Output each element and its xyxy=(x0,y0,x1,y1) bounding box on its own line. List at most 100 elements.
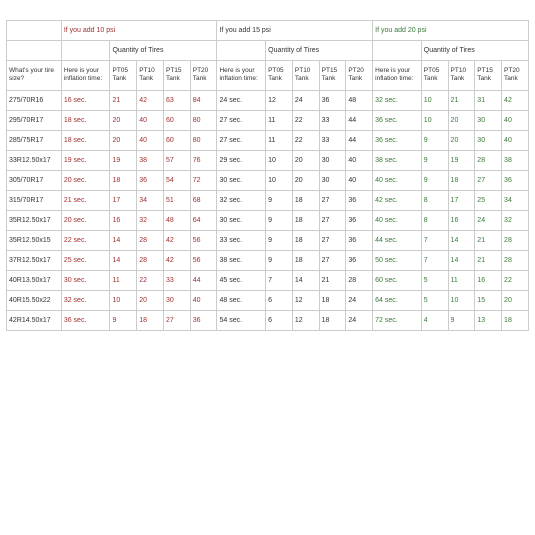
tank-value-cell: 9 xyxy=(421,130,448,150)
inflation-time-cell: 72 sec. xyxy=(373,310,422,330)
tank-value-cell: 17 xyxy=(448,190,475,210)
tire-size-cell: 33R12.50x17 xyxy=(7,150,62,170)
tank-value-cell: 18 xyxy=(292,230,319,250)
tank-pt20-1: PT20 Tank xyxy=(190,61,217,91)
tank-value-cell: 40 xyxy=(502,130,529,150)
tank-value-cell: 40 xyxy=(137,130,164,150)
inflation-time-cell: 40 sec. xyxy=(373,170,422,190)
tank-value-cell: 60 xyxy=(163,110,190,130)
tire-size-cell: 305/70R17 xyxy=(7,170,62,190)
tank-value-cell: 48 xyxy=(163,210,190,230)
tank-value-cell: 6 xyxy=(266,290,293,310)
inflation-time-cell: 33 sec. xyxy=(217,230,266,250)
tank-value-cell: 13 xyxy=(475,310,502,330)
tank-value-cell: 38 xyxy=(137,150,164,170)
inflation-time-cell: 32 sec. xyxy=(61,290,110,310)
tank-value-cell: 72 xyxy=(190,170,217,190)
qty-header-2: Quantity of Tires xyxy=(266,41,373,61)
tank-value-cell: 36 xyxy=(190,310,217,330)
tire-size-cell: 35R12.50x15 xyxy=(7,230,62,250)
inflation-time-cell: 42 sec. xyxy=(373,190,422,210)
inflation-time-cell: 27 sec. xyxy=(217,110,266,130)
tank-value-cell: 6 xyxy=(266,310,293,330)
tank-value-cell: 36 xyxy=(346,190,373,210)
tank-value-cell: 10 xyxy=(421,110,448,130)
tank-value-cell: 24 xyxy=(346,310,373,330)
tank-value-cell: 20 xyxy=(137,290,164,310)
tank-value-cell: 4 xyxy=(421,310,448,330)
tank-value-cell: 9 xyxy=(266,190,293,210)
tank-value-cell: 11 xyxy=(110,270,137,290)
empty-header xyxy=(61,41,110,61)
inflation-time-cell: 20 sec. xyxy=(61,170,110,190)
table-row: 37R12.50x1725 sec.1428425638 sec.9182736… xyxy=(7,250,529,270)
empty-header xyxy=(7,21,62,41)
tank-value-cell: 76 xyxy=(190,150,217,170)
tank-value-cell: 14 xyxy=(110,250,137,270)
tank-value-cell: 33 xyxy=(163,270,190,290)
tank-value-cell: 36 xyxy=(346,210,373,230)
tank-value-cell: 27 xyxy=(319,250,346,270)
inflation-time-cell: 20 sec. xyxy=(61,210,110,230)
tank-value-cell: 36 xyxy=(319,90,346,110)
inflation-time-cell: 60 sec. xyxy=(373,270,422,290)
tank-value-cell: 14 xyxy=(448,250,475,270)
tank-value-cell: 9 xyxy=(110,310,137,330)
tank-value-cell: 30 xyxy=(475,110,502,130)
tank-value-cell: 20 xyxy=(292,150,319,170)
tank-value-cell: 64 xyxy=(190,210,217,230)
tank-pt10-1: PT10 Tank xyxy=(137,61,164,91)
tank-value-cell: 22 xyxy=(137,270,164,290)
inflation-table: If you add 10 psi If you add 15 psi If y… xyxy=(6,20,529,331)
tank-value-cell: 18 xyxy=(319,290,346,310)
tank-value-cell: 30 xyxy=(319,150,346,170)
tank-value-cell: 19 xyxy=(448,150,475,170)
tank-value-cell: 18 xyxy=(110,170,137,190)
tank-value-cell: 34 xyxy=(502,190,529,210)
tank-value-cell: 18 xyxy=(319,310,346,330)
tank-value-cell: 21 xyxy=(448,90,475,110)
table-row: 40R15.50x2232 sec.1020304048 sec.6121824… xyxy=(7,290,529,310)
tank-value-cell: 42 xyxy=(502,90,529,110)
inflation-time-cell: 30 sec. xyxy=(217,210,266,230)
tank-value-cell: 24 xyxy=(292,90,319,110)
tank-pt05-3: PT05 Tank xyxy=(421,61,448,91)
inflation-time-cell: 30 sec. xyxy=(61,270,110,290)
table-row: 35R12.50x1720 sec.1632486430 sec.9182736… xyxy=(7,210,529,230)
inflation-header-2: Here is your inflation time: xyxy=(217,61,266,91)
table-row: 35R12.50x1522 sec.1428425633 sec.9182736… xyxy=(7,230,529,250)
tank-value-cell: 20 xyxy=(110,130,137,150)
tank-value-cell: 22 xyxy=(502,270,529,290)
tank-value-cell: 44 xyxy=(346,130,373,150)
inflation-time-cell: 16 sec. xyxy=(61,90,110,110)
inflation-time-cell: 29 sec. xyxy=(217,150,266,170)
tank-value-cell: 16 xyxy=(110,210,137,230)
tank-value-cell: 10 xyxy=(266,150,293,170)
table-row: 295/70R1718 sec.2040608027 sec.112233443… xyxy=(7,110,529,130)
tank-value-cell: 7 xyxy=(421,250,448,270)
tire-size-cell: 42R14.50x17 xyxy=(7,310,62,330)
tank-pt05-2: PT05 Tank xyxy=(266,61,293,91)
tire-size-cell: 275/70R16 xyxy=(7,90,62,110)
tank-pt10-2: PT10 Tank xyxy=(292,61,319,91)
tank-value-cell: 48 xyxy=(346,90,373,110)
tank-value-cell: 14 xyxy=(448,230,475,250)
inflation-time-cell: 32 sec. xyxy=(373,90,422,110)
inflation-header-1: Here is your inflation time: xyxy=(61,61,110,91)
table-row: 33R12.50x1719 sec.1938577629 sec.1020304… xyxy=(7,150,529,170)
tank-value-cell: 22 xyxy=(292,110,319,130)
table-row: 315/70R1721 sec.1734516832 sec.918273642… xyxy=(7,190,529,210)
tank-value-cell: 63 xyxy=(163,90,190,110)
tank-value-cell: 18 xyxy=(137,310,164,330)
tank-value-cell: 21 xyxy=(319,270,346,290)
tank-value-cell: 7 xyxy=(266,270,293,290)
psi-header-15: If you add 15 psi xyxy=(217,21,373,41)
inflation-time-cell: 21 sec. xyxy=(61,190,110,210)
inflation-time-cell: 27 sec. xyxy=(217,130,266,150)
table-row: 275/70R1616 sec.2142638424 sec.122436483… xyxy=(7,90,529,110)
tank-value-cell: 32 xyxy=(502,210,529,230)
tank-value-cell: 31 xyxy=(475,90,502,110)
tank-value-cell: 28 xyxy=(502,250,529,270)
tank-value-cell: 42 xyxy=(137,90,164,110)
tank-value-cell: 20 xyxy=(448,130,475,150)
